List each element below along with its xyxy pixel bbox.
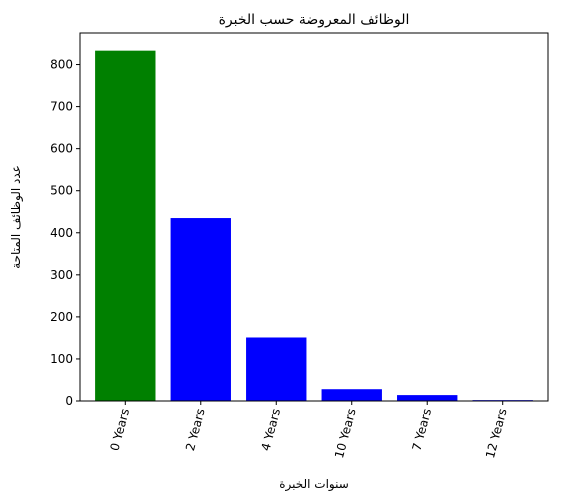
chart-title: الوظائف المعروضة حسب الخبرة [219, 12, 410, 28]
plot-frame [79, 32, 549, 402]
x-axis-title: سنوات الخبرة [279, 477, 349, 492]
bar-10-years [321, 389, 382, 401]
y-tick-label: 600 [50, 142, 73, 156]
y-axis-title: عدد الوظائف المتاحة [9, 165, 24, 269]
y-tick-label: 400 [50, 226, 73, 240]
y-tick-label: 200 [50, 310, 73, 324]
bars-group [95, 50, 533, 401]
x-tick-label: 4 Years [258, 407, 283, 452]
bar-4-years [246, 337, 307, 401]
bar-2-years [170, 218, 231, 401]
x-tick-label: 2 Years [183, 407, 208, 452]
bar-7-years [397, 395, 458, 401]
y-tick-label: 0 [65, 394, 73, 408]
x-tick-label: 0 Years [108, 407, 133, 452]
y-tick-label: 100 [50, 352, 73, 366]
y-tick-label: 700 [50, 100, 73, 114]
x-tick-label: 10 Years [332, 407, 359, 460]
x-tick-label: 7 Years [409, 407, 434, 452]
y-axis: 0 100 200 300 400 500 600 700 800 [50, 58, 80, 408]
x-tick-label: 12 Years [483, 407, 510, 460]
bar-0-years [95, 50, 156, 401]
x-axis: 0 Years 2 Years 4 Years 10 Years 7 Years 12 Y… [108, 401, 510, 460]
y-tick-label: 500 [50, 184, 73, 198]
y-tick-label: 800 [50, 58, 73, 72]
y-tick-label: 300 [50, 268, 73, 282]
